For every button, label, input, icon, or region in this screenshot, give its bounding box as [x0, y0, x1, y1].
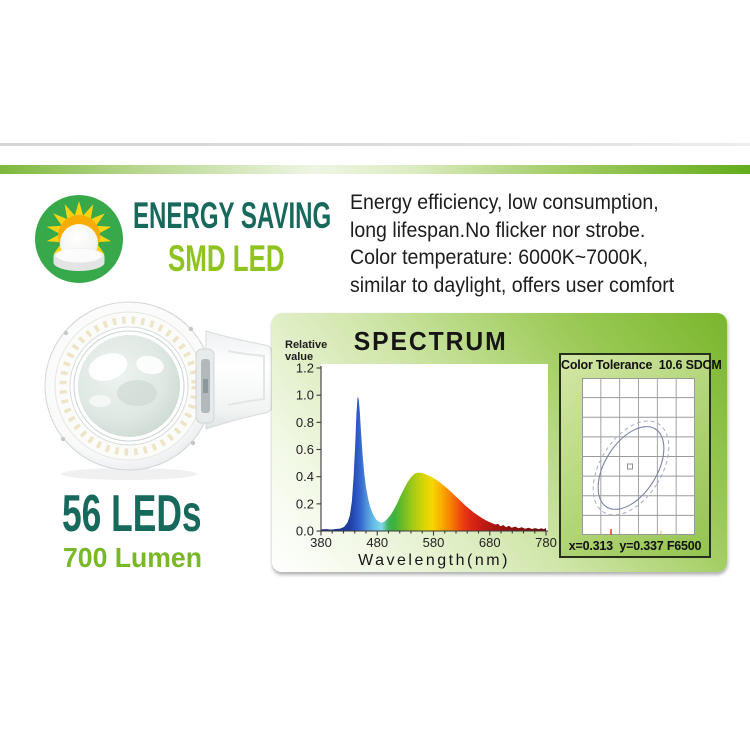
tolerance-gridlines — [582, 378, 695, 535]
chromaticity-reading: x=0.313 y=0.337 F6500 — [568, 539, 702, 553]
svg-text:0.8: 0.8 — [296, 415, 314, 430]
led-chip-ring — [59, 316, 199, 456]
svg-text:0.6: 0.6 — [296, 442, 314, 457]
spectrum-chart: 1.2 1.0 0.8 0.6 0.4 0.2 0.0 380 480 580 680 780 Wa… — [296, 361, 557, 570]
description-line: Energy efficiency, low consumption, — [350, 191, 659, 214]
y-axis-title: Relative value — [285, 339, 328, 363]
description-line: Color temperature: 6000K~7000K, — [350, 246, 649, 269]
spectral-distribution-area — [321, 396, 546, 531]
ring-screws — [60, 326, 196, 446]
svg-text:1.0: 1.0 — [296, 388, 314, 403]
svg-text:780: 780 — [535, 535, 557, 550]
color-tolerance-diagram — [582, 378, 695, 535]
brand-subtitle: SMD LED — [168, 238, 285, 279]
svg-text:1.2: 1.2 — [296, 361, 314, 376]
product-description: Energy efficiency, low consumption, long… — [350, 189, 722, 299]
top-divider-line — [0, 143, 750, 146]
svg-text:480: 480 — [366, 535, 388, 550]
chromaticity-point-marker — [627, 463, 633, 470]
spectrum-title: SPECTRUM — [353, 326, 508, 356]
green-accent-stripe — [0, 165, 750, 174]
spectrum-panel: SPECTRUM Relative value — [272, 313, 727, 572]
brand-title: ENERGY SAVING — [133, 195, 332, 236]
x-axis-title: Wavelength(nm) — [358, 552, 510, 569]
svg-text:380: 380 — [310, 535, 332, 550]
lamp-hinge-pin — [203, 379, 208, 393]
lamp-arm — [205, 330, 273, 430]
color-tolerance-title: Color Tolerance 10.6 SDCM — [561, 358, 722, 372]
energy-saving-logo-icon — [35, 195, 123, 283]
svg-text:580: 580 — [423, 535, 445, 550]
svg-text:680: 680 — [479, 535, 501, 550]
description-line: similar to daylight, offers user comfort — [350, 273, 675, 297]
y-axis-ticks: 1.2 1.0 0.8 0.6 0.4 0.2 0.0 — [296, 361, 321, 539]
svg-text:0.0: 0.0 — [296, 524, 314, 539]
tolerance-ellipse-solid — [597, 426, 665, 510]
color-tolerance-box: Color Tolerance 10.6 SDCM x=0.313 y=0.33… — [559, 353, 722, 558]
lens-reflections — [88, 353, 164, 407]
led-count-label: 56 LEDs — [62, 485, 202, 543]
svg-text:0.2: 0.2 — [296, 496, 314, 511]
lens-bezel-line — [73, 330, 185, 442]
lamp-shadow — [61, 468, 197, 480]
svg-text:0.4: 0.4 — [296, 469, 314, 484]
x-axis-ticks: 380 480 580 680 780 — [310, 531, 557, 550]
magnifier-lamp-image — [44, 301, 273, 480]
description-line: long lifespan.No flicker nor strobe. — [350, 218, 646, 242]
lamp-arm-detail — [227, 350, 265, 406]
lumen-label: 700 Lumen — [63, 542, 202, 573]
lamp-base-top — [56, 248, 102, 263]
